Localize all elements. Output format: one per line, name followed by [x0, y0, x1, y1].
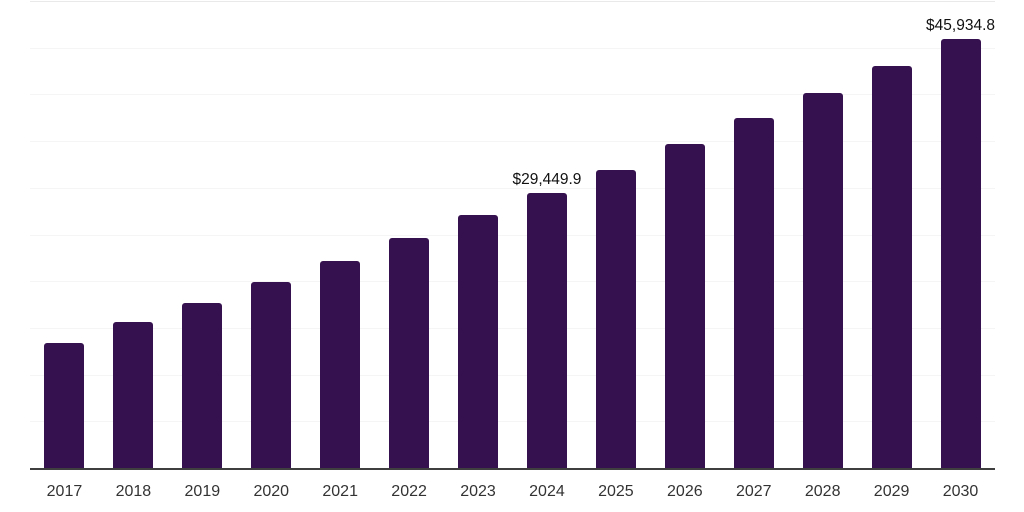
bar-2028[interactable] [802, 92, 843, 468]
data-label-2024: $29,449.9 [512, 170, 582, 188]
gridline-15000 [30, 327, 995, 329]
x-tick-label-2024: 2024 [529, 483, 565, 500]
bar-2023[interactable] [458, 215, 499, 468]
bar-2025[interactable] [595, 169, 636, 468]
bar-2021[interactable] [320, 261, 361, 468]
bar-2030[interactable] [940, 38, 981, 468]
x-tick-label-2027: 2027 [735, 483, 772, 500]
gridline-30000 [30, 187, 995, 189]
bar-2022[interactable] [389, 238, 430, 468]
x-tick-label-2025: 2025 [598, 483, 634, 500]
gridline-5000 [30, 421, 995, 423]
x-tick-label-2017: 2017 [46, 483, 83, 500]
gridline-35000 [30, 141, 995, 143]
gridline-40000 [30, 94, 995, 96]
gridline-50000 [30, 1, 995, 2]
bar-2020[interactable] [251, 281, 292, 468]
x-tick-label-2020: 2020 [253, 483, 290, 500]
bar-2029[interactable] [871, 66, 912, 468]
bar-2026[interactable] [664, 143, 705, 468]
x-tick-label-2019: 2019 [184, 483, 221, 500]
x-tick-label-2018: 2018 [115, 483, 152, 500]
gridline-10000 [30, 374, 995, 376]
bar-2027[interactable] [733, 118, 774, 468]
x-tick-label-2030: 2030 [942, 483, 979, 500]
plot-area: $29,449.9 $45,934.8 [30, 1, 995, 468]
bar-2024[interactable] [526, 192, 567, 468]
x-tick-label-2029: 2029 [873, 483, 910, 500]
gridline-45000 [30, 47, 995, 49]
data-label-2030: $45,934.8 [926, 16, 996, 34]
x-tick-label-2028: 2028 [804, 483, 841, 500]
gridline-25000 [30, 234, 995, 236]
x-tick-label-2021: 2021 [322, 483, 358, 500]
bar-2019[interactable] [182, 302, 223, 468]
x-tick-label-2023: 2023 [460, 483, 496, 500]
gridline-20000 [30, 281, 995, 283]
bar-2017[interactable] [44, 343, 85, 468]
x-axis-line [30, 468, 995, 470]
x-tick-label-2026: 2026 [667, 483, 703, 500]
x-tick-label-2022: 2022 [391, 483, 427, 500]
bar-2018[interactable] [113, 321, 154, 468]
